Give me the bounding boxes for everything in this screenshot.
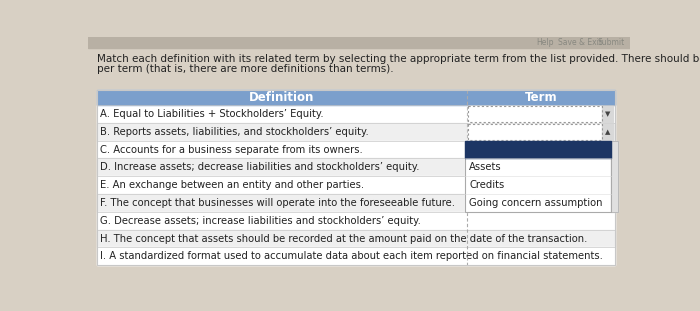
Bar — [466, 141, 610, 212]
Text: Save & Exit: Save & Exit — [558, 38, 601, 47]
Text: Submit: Submit — [597, 38, 624, 47]
Bar — [603, 124, 613, 140]
Bar — [97, 230, 615, 248]
Bar — [97, 90, 615, 265]
Text: A. Equal to Liabilities + Stockholders’ Equity.: A. Equal to Liabilities + Stockholders’ … — [100, 109, 323, 119]
Bar — [97, 176, 615, 194]
Text: per term (that is, there are more definitions than terms).: per term (that is, there are more defini… — [97, 64, 393, 74]
Text: E. An exchange between an entity and other parties.: E. An exchange between an entity and oth… — [100, 180, 364, 190]
Bar — [97, 90, 615, 265]
Text: Term: Term — [524, 91, 557, 104]
Bar — [467, 90, 615, 105]
Text: Match each definition with its related term by selecting the appropriate term fr: Match each definition with its related t… — [97, 54, 700, 64]
Text: H. The concept that assets should be recorded at the amount paid on the date of : H. The concept that assets should be rec… — [100, 234, 587, 244]
Text: Definition: Definition — [249, 91, 314, 104]
Bar — [468, 106, 603, 122]
Bar — [97, 159, 615, 176]
Text: Credits: Credits — [469, 180, 505, 190]
Text: ▲: ▲ — [606, 129, 610, 135]
Text: Help: Help — [536, 38, 554, 47]
Text: Assets: Assets — [469, 162, 502, 172]
Bar — [97, 248, 615, 265]
Bar — [468, 124, 603, 140]
Bar — [610, 141, 617, 212]
Text: F. The concept that businesses will operate into the foreseeable future.: F. The concept that businesses will oper… — [100, 198, 455, 208]
Text: I. A standardized format used to accumulate data about each item reported on fin: I. A standardized format used to accumul… — [100, 251, 603, 261]
Text: D. Increase assets; decrease liabilities and stockholders’ equity.: D. Increase assets; decrease liabilities… — [100, 162, 419, 172]
Bar — [97, 141, 615, 159]
Bar — [97, 212, 615, 230]
Text: C. Accounts for a business separate from its owners.: C. Accounts for a business separate from… — [100, 145, 363, 155]
Bar — [97, 123, 615, 141]
Text: ▼: ▼ — [606, 111, 610, 117]
Text: Going concern assumption: Going concern assumption — [469, 198, 603, 208]
Bar — [466, 141, 610, 159]
Text: G. Decrease assets; increase liabilities and stockholders’ equity.: G. Decrease assets; increase liabilities… — [100, 216, 421, 226]
Bar — [97, 105, 615, 123]
Bar — [610, 141, 617, 212]
Bar — [468, 106, 603, 122]
Bar — [97, 194, 615, 212]
Bar — [468, 124, 603, 140]
Bar — [603, 106, 613, 122]
Bar — [466, 141, 610, 212]
Bar — [97, 90, 467, 105]
Text: B. Reports assets, liabilities, and stockholders’ equity.: B. Reports assets, liabilities, and stoc… — [100, 127, 369, 137]
Bar — [88, 37, 630, 48]
